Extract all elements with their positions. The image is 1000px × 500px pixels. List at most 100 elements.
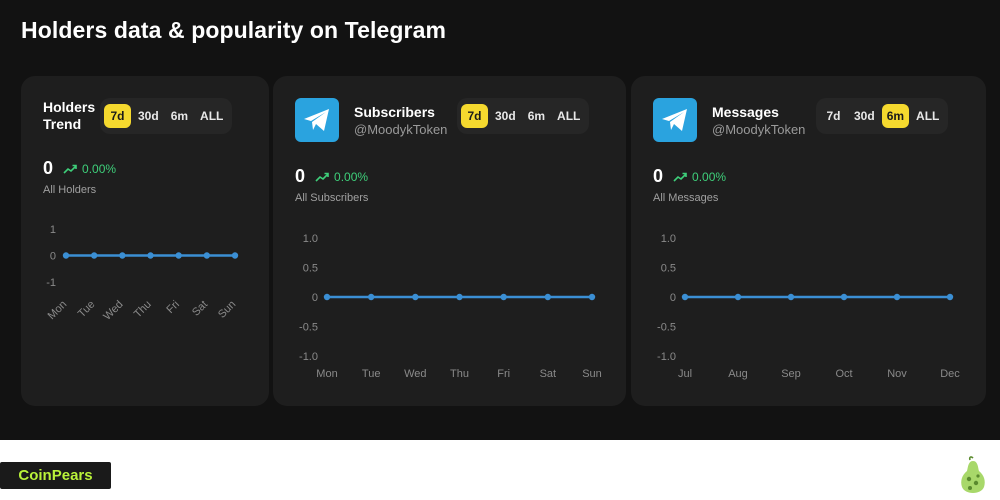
subscribers-label: All Subscribers [295,192,369,204]
data-point[interactable] [681,293,689,301]
telegram-icon [295,98,339,142]
y-tick-label: 0.5 [661,263,676,275]
telegram-plane-icon [304,109,329,131]
data-point[interactable] [500,293,507,301]
subscribers-tab-all[interactable]: ALL [557,109,581,123]
data-point[interactable] [203,252,211,259]
x-tick-label: Sep [781,368,801,380]
messages-change: 0.00% [673,170,726,184]
x-tick-label: Jul [678,368,692,380]
data-point[interactable] [588,293,596,301]
holders-label: All Holders [43,184,97,196]
x-tick-label: Tue [362,368,381,380]
data-point[interactable] [367,293,375,301]
trend-up-icon [63,164,77,174]
data-point[interactable] [412,293,419,301]
x-tick-label: Mon [46,298,70,322]
data-point[interactable] [456,293,463,301]
holders-tab-30d[interactable]: 30d [138,109,159,123]
x-tick-label: Oct [835,368,852,380]
x-tick-label: Wed [101,298,125,322]
x-tick-label: Sun [582,368,602,380]
trend-up-icon [673,172,687,182]
subscribers-stat: 0 0.00% [295,166,368,187]
y-tick-label: 0 [670,292,676,304]
data-point[interactable] [734,293,742,301]
messages-range-tabs: 7d 30d 6m ALL [816,98,949,134]
x-tick-label: Aug [728,368,748,380]
messages-tab-all[interactable]: ALL [916,109,940,123]
y-tick-label: -1.0 [299,351,318,363]
y-tick-label: 0 [50,251,56,263]
x-tick-label: Tue [76,298,98,320]
subscribers-chart: 1.0 0.5 0 -0.5 -1.0 Mon Tue Wed Thu Fri Sat Sun [299,233,602,380]
holders-tab-6m[interactable]: 6m [170,109,189,123]
messages-change-text: 0.00% [692,170,727,184]
holders-title-line2: Trend [43,116,82,132]
messages-tab-6m[interactable]: 6m [881,104,910,128]
x-tick-label: Dec [940,368,960,380]
data-point[interactable] [147,252,154,259]
messages-card: Messages @MoodykToken 7d 30d 6m ALL 0 0.… [631,76,986,406]
data-point[interactable] [119,252,126,259]
data-point[interactable] [62,252,70,259]
y-tick-label: 0 [312,292,318,304]
x-tick-label: Nov [887,368,907,380]
page-title: Holders data & popularity on Telegram [21,17,447,43]
y-tick-label: -1.0 [657,351,676,363]
y-tick-label: -1 [46,277,56,289]
messages-stat: 0 0.00% [653,166,726,187]
subscribers-change: 0.00% [315,170,368,184]
data-point[interactable] [323,293,331,301]
y-tick-label: 1.0 [303,233,318,245]
messages-handle: @MoodykToken [712,122,806,137]
trend-up-icon [315,172,329,182]
data-point[interactable] [231,252,239,259]
x-tick-label: Sat [190,298,210,318]
data-point[interactable] [946,293,954,301]
x-tick-label: Sat [540,368,557,380]
x-tick-label: Thu [132,298,154,320]
main-panel: Holders data & popularity on Telegram Ho… [0,0,1000,440]
telegram-plane-icon [662,109,687,131]
data-point[interactable] [90,252,98,259]
x-tick-label: Fri [164,298,182,316]
y-tick-label: 1.0 [661,233,676,245]
messages-tab-7d[interactable]: 7d [826,109,841,123]
holders-change: 0.00% [63,162,116,176]
subscribers-title: Subscribers [354,104,435,120]
holders-tab-7d[interactable]: 7d [104,104,131,128]
subscribers-tab-30d[interactable]: 30d [495,109,516,123]
holders-tab-all[interactable]: ALL [200,109,224,123]
data-point[interactable] [544,293,552,301]
data-point[interactable] [787,293,795,301]
subscribers-tab-7d[interactable]: 7d [461,104,488,128]
subscribers-handle: @MoodykToken [354,122,448,137]
messages-tab-30d[interactable]: 30d [854,109,875,123]
data-point[interactable] [840,293,848,301]
pear-icon [961,456,985,493]
messages-value: 0 [653,166,664,186]
x-tick-label: Sun [216,298,238,320]
telegram-icon [653,98,697,142]
messages-title: Messages [712,104,779,120]
subscribers-card: Subscribers @MoodykToken 7d 30d 6m ALL 0… [273,76,626,406]
subscribers-tab-6m[interactable]: 6m [527,109,546,123]
data-point[interactable] [893,293,901,301]
holders-stat: 0 0.00% [43,158,116,179]
holders-value: 0 [43,158,54,178]
messages-label: All Messages [653,192,719,204]
subscribers-value: 0 [295,166,306,186]
holders-change-text: 0.00% [82,162,117,176]
x-tick-label: Fri [497,368,510,380]
y-tick-label: -0.5 [657,322,676,334]
holders-range-tabs: 7d 30d 6m ALL [100,98,233,134]
subscribers-range-tabs: 7d 30d 6m ALL [457,98,590,134]
x-tick-label: Thu [450,368,469,380]
y-tick-label: -0.5 [299,322,318,334]
data-point[interactable] [175,252,182,259]
holders-card: Holders Trend 7d 30d 6m ALL 0 0.00% All … [21,76,269,406]
y-tick-label: 1 [50,224,56,236]
brand-logo[interactable]: CoinPears [0,462,111,489]
